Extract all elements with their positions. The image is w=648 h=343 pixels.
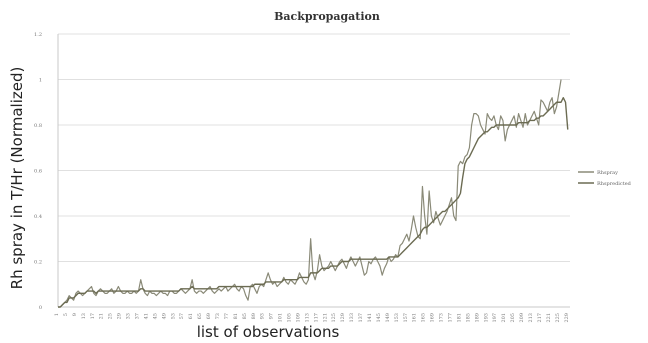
x-tick-label: 137: [358, 313, 364, 323]
y-tick-label: 0: [39, 305, 42, 311]
x-tick-label: 193: [483, 313, 489, 323]
x-tick-label: 105: [287, 313, 293, 323]
x-tick-label: 153: [394, 313, 400, 323]
x-tick-label: 41: [143, 313, 149, 319]
y-tick-label: 1: [39, 78, 42, 84]
x-tick-label: 221: [546, 313, 552, 323]
x-tick-label: 33: [126, 313, 132, 319]
x-tick-label: 109: [295, 313, 301, 323]
x-tick-label: 145: [376, 313, 382, 323]
x-tick-label: 97: [269, 313, 275, 319]
x-tick-label: 17: [90, 313, 96, 319]
x-tick-label: 93: [260, 313, 266, 319]
x-tick-label: 173: [439, 313, 445, 323]
x-tick-label: 21: [99, 313, 105, 319]
x-tick-label: 161: [412, 313, 418, 323]
x-tick-label: 1: [54, 313, 60, 316]
y-tick-label: 0.2: [34, 260, 42, 266]
x-tick-label: 165: [421, 313, 427, 323]
x-tick-label: 77: [224, 313, 230, 319]
x-tick-label: 213: [528, 313, 534, 323]
x-tick-label: 217: [537, 313, 543, 323]
x-tick-label: 229: [564, 313, 570, 323]
x-tick-label: 177: [448, 313, 454, 323]
x-tick-label: 9: [72, 313, 78, 316]
x-tick-label: 181: [456, 313, 462, 323]
x-tick-label: 81: [233, 313, 239, 319]
x-tick-labels: 1 5 9 13 17 21 25 29 33 37 41 45 49 53 57 61 65 69 73 77 81 8…: [54, 313, 570, 323]
x-tick-label: 89: [251, 313, 257, 319]
x-tick-label: 117: [313, 313, 319, 323]
x-tick-label: 45: [152, 313, 158, 319]
y-tick-label: 0.6: [34, 169, 42, 175]
y-tick-labels: 0 0.2 0.4 0.6 0.8 1 1.2: [34, 32, 42, 311]
series-line-predicted: [58, 96, 569, 308]
x-tick-label: 225: [555, 313, 561, 323]
x-tick-label: 29: [117, 313, 123, 319]
x-tick-label: 37: [134, 313, 140, 319]
x-tick-label: 209: [519, 313, 525, 323]
x-tick-label: 65: [197, 313, 203, 319]
x-tick-label: 157: [403, 313, 409, 323]
legend-label-actual: Rhspray: [597, 170, 618, 176]
axes: [57, 34, 570, 308]
x-tick-label: 185: [465, 313, 471, 323]
x-tick-label: 5: [63, 313, 69, 316]
gridlines: [58, 33, 570, 308]
x-tick-label: 125: [331, 313, 337, 323]
x-tick-label: 129: [340, 313, 346, 323]
x-tick-label: 189: [474, 313, 480, 323]
x-tick-label: 69: [206, 313, 212, 319]
x-tick-label: 141: [367, 313, 373, 323]
x-tick-label: 197: [492, 313, 498, 323]
x-tick-label: 113: [304, 313, 310, 323]
series-lines: [58, 79, 569, 308]
y-axis-label: Rh spray in T/Hr (Normalized): [8, 67, 26, 290]
y-tick-label: 1.2: [34, 32, 42, 38]
x-tick-label: 73: [215, 313, 221, 319]
x-tick-label: 25: [108, 313, 114, 319]
x-tick-label: 13: [81, 313, 87, 319]
x-tick-label: 57: [179, 313, 185, 319]
x-tick-label: 205: [510, 313, 516, 323]
series-line-actual: [58, 79, 562, 308]
legend: Rhspray Rhspredicted: [578, 170, 632, 187]
x-tick-label: 53: [170, 313, 176, 319]
legend-label-predicted: Rhspredicted: [597, 181, 632, 187]
x-tick-label: 149: [385, 313, 391, 323]
x-tick-label: 49: [161, 313, 167, 319]
x-tick-label: 201: [501, 313, 507, 323]
x-tick-label: 169: [430, 313, 436, 323]
x-tick-label: 61: [188, 313, 194, 319]
x-tick-label: 133: [349, 313, 355, 323]
x-axis-label: list of observations: [197, 323, 340, 341]
x-tick-label: 101: [278, 313, 284, 323]
y-tick-label: 0.4: [34, 214, 42, 220]
y-tick-label: 0.8: [34, 123, 42, 129]
chart-title: Backpropagation: [274, 10, 380, 23]
x-tick-label: 121: [322, 313, 328, 323]
x-tick-label: 85: [242, 313, 248, 319]
